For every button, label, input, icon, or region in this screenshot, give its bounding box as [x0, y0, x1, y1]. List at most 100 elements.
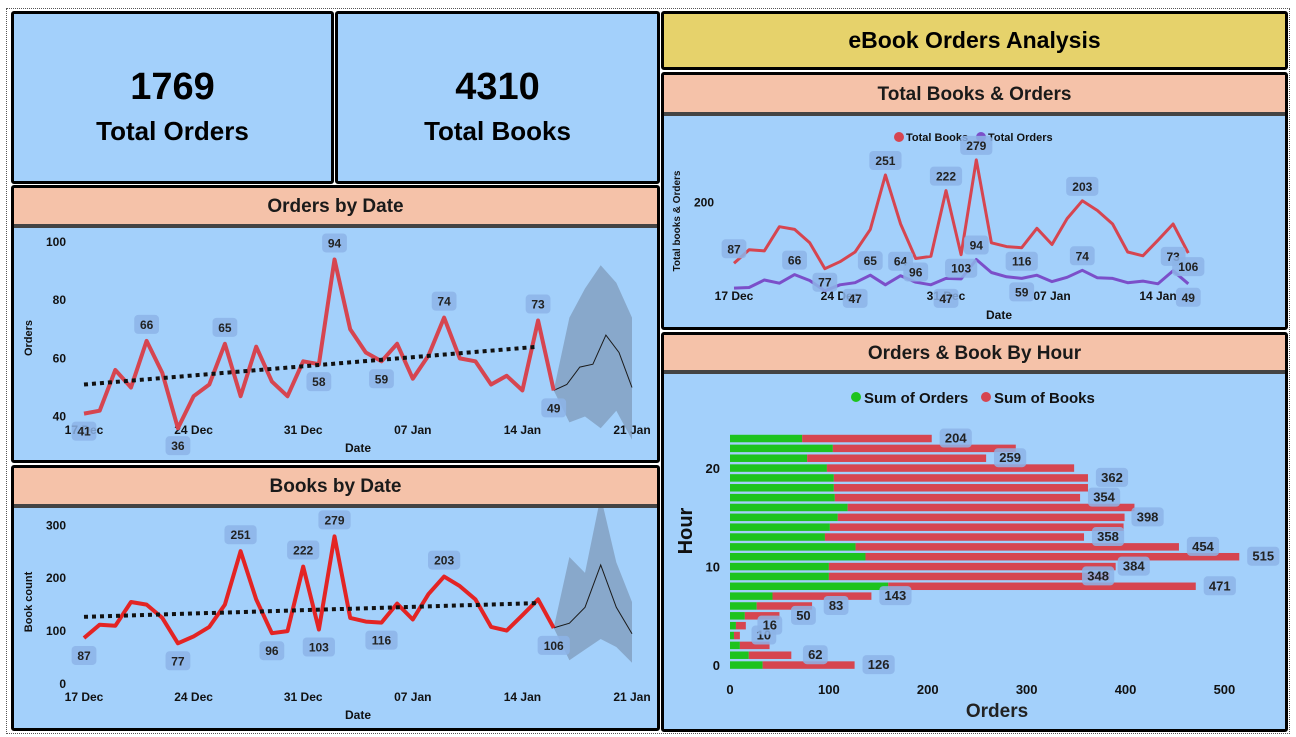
orders-bar — [730, 533, 825, 541]
total-orders-value: 1769 — [130, 66, 215, 108]
total-books-value: 4310 — [455, 66, 540, 108]
data-label: 65 — [218, 321, 232, 335]
data-label: 251 — [875, 154, 895, 168]
data-label: 74 — [437, 295, 451, 309]
data-label-bg — [960, 135, 993, 155]
total-books-orders-panel: Total Books & Orders Total Books Total Or… — [661, 72, 1288, 330]
books-bar — [833, 474, 1088, 482]
total-label-bg — [1131, 507, 1164, 527]
y-tick-label: 0 — [713, 658, 720, 673]
books-bar — [824, 533, 1085, 541]
orders-bar — [730, 661, 763, 669]
data-label: 66 — [788, 254, 802, 268]
data-label-bg — [1172, 257, 1205, 277]
orders-bar — [730, 651, 749, 659]
y-tick-label: 10 — [706, 560, 720, 575]
legend-marker — [851, 392, 861, 402]
books-bar — [847, 503, 1135, 512]
total-label-bg — [791, 605, 816, 625]
total-label-bg — [862, 655, 895, 675]
legend-label: Sum of Orders — [864, 390, 968, 407]
books-bar — [733, 631, 740, 640]
data-label: 49 — [547, 401, 561, 415]
data-label: 94 — [328, 236, 342, 250]
x-tick-label: 500 — [1214, 682, 1236, 697]
orders-bar — [730, 572, 829, 581]
forecast-line — [553, 563, 633, 634]
data-label-bg — [431, 291, 457, 311]
orders-bar — [730, 464, 827, 472]
data-label-bg — [869, 151, 902, 170]
x-tick-label: 24 Dec — [174, 690, 213, 704]
x-tick-label: 21 Jan — [613, 690, 650, 704]
data-label: 59 — [1015, 285, 1029, 299]
x-tick-label: 100 — [818, 682, 840, 697]
orders-bar — [730, 454, 808, 462]
data-label-bg — [71, 645, 97, 665]
data-label: 77 — [171, 654, 185, 668]
books-bar — [802, 434, 932, 443]
series-line — [733, 258, 1190, 293]
books-bar — [834, 493, 1081, 502]
y-axis-label: Orders — [23, 320, 35, 356]
x-tick-label: 31 Dec — [284, 690, 323, 704]
data-label-bg — [782, 250, 807, 270]
data-label: 73 — [531, 298, 545, 312]
trend-line — [83, 344, 539, 387]
data-label: 59 — [375, 372, 389, 386]
orders-bar — [730, 503, 848, 512]
orders-bar — [730, 582, 889, 591]
data-label-bg — [842, 288, 868, 308]
data-label: 47 — [939, 292, 953, 306]
total-label: 143 — [885, 588, 907, 603]
orders-bar — [730, 493, 835, 502]
books-bar — [739, 641, 770, 650]
data-label: 41 — [77, 425, 91, 439]
orders-bar — [730, 562, 829, 571]
data-label-bg — [1005, 251, 1038, 271]
x-tick-label: 07 Jan — [394, 690, 431, 704]
data-label: 94 — [970, 239, 984, 253]
total-orders-label: Total Orders — [96, 116, 249, 146]
books-bar — [826, 464, 1075, 472]
data-label: 36 — [171, 439, 185, 453]
x-axis-label: Date — [345, 708, 371, 722]
y-tick-label: 40 — [53, 410, 67, 424]
x-tick-label: 07 Jan — [1033, 289, 1070, 303]
data-label: 49 — [1182, 291, 1196, 305]
books-bar — [762, 661, 855, 669]
x-tick-label: 17 Dec — [65, 690, 104, 704]
dashboard-title: eBook Orders Analysis — [661, 11, 1288, 70]
y-axis-label: Hour — [675, 507, 697, 554]
y-tick-label: 80 — [53, 293, 67, 307]
data-label-bg — [1066, 176, 1099, 196]
data-label-bg — [369, 369, 394, 389]
data-label-bg — [134, 314, 160, 334]
orders-book-by-hour-panel: Orders & Book By Hour Sum of Orders Sum o… — [661, 332, 1288, 732]
books-bar — [756, 602, 813, 610]
books-bar — [865, 552, 1240, 561]
total-label-bg — [1082, 566, 1115, 586]
books-bar — [833, 484, 1088, 492]
y-tick-label: 200 — [694, 195, 714, 209]
data-label-bg — [933, 288, 959, 308]
data-label: 58 — [312, 375, 326, 389]
data-label: 96 — [265, 644, 279, 658]
total-label: 348 — [1087, 568, 1109, 583]
total-label-bg — [939, 428, 972, 448]
total-label-bg — [879, 586, 912, 606]
y-tick-label: 20 — [706, 461, 720, 476]
data-label-bg — [224, 525, 257, 545]
data-label-bg — [963, 235, 989, 255]
data-label: 222 — [936, 170, 956, 184]
total-label: 515 — [1252, 549, 1274, 564]
total-label: 454 — [1192, 539, 1214, 554]
data-label-bg — [903, 262, 929, 282]
x-tick-label: 24 Dec — [174, 423, 213, 437]
y-tick-label: 100 — [46, 235, 66, 249]
orders-bar — [730, 592, 773, 600]
total-label-bg — [757, 615, 783, 635]
data-label: 251 — [231, 528, 251, 542]
